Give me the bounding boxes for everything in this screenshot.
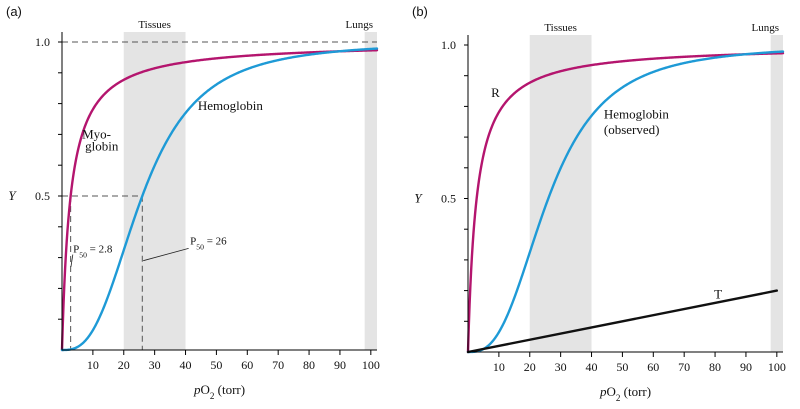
x-tick-label: 70 — [678, 360, 690, 374]
myoglobin-label-line1: Myo- — [82, 126, 111, 141]
x-tick-label: 80 — [303, 358, 315, 372]
band-lungs — [364, 32, 377, 350]
x-tick-label: 10 — [493, 360, 505, 374]
curve-t — [466, 289, 779, 354]
panel-b-curves — [466, 50, 785, 354]
panel-a-curves — [60, 47, 379, 352]
panel-a-label: (a) — [6, 4, 22, 19]
t-state-label: T — [714, 286, 722, 301]
panel-b: (b) Tissues Lungs 10 20 30 40 50 60 70 80 90 100 1.0… — [412, 4, 786, 403]
y-tick-label: 1.0 — [35, 35, 50, 49]
band-label-lungs: Lungs — [346, 19, 374, 31]
panel-a-labels: Tissues Lungs 10 20 30 40 50 60 70 80 90 100 1.0 0.5 Y… — [8, 19, 379, 401]
x-tick-label: 100 — [362, 358, 380, 372]
panel-b-axes — [464, 35, 783, 357]
x-tick-label: 60 — [647, 360, 659, 374]
band-label-lungs: Lungs — [752, 22, 780, 34]
x-tick-label: 100 — [768, 360, 786, 374]
x-tick-label: 20 — [118, 358, 130, 372]
panel-a: (a) Tissues Lungs 10 20 30 40 50 60 70 80 90 100 1.0… — [6, 4, 380, 401]
x-tick-label: 80 — [709, 360, 721, 374]
hemoglobin-observed-label-line1: Hemoglobin — [604, 107, 669, 122]
x-tick-label: 50 — [210, 358, 222, 372]
curve-hemoglobin — [60, 47, 379, 352]
band-label-tissues: Tissues — [544, 22, 577, 34]
x-tick-label: 30 — [555, 360, 567, 374]
x-tick-label: 50 — [616, 360, 628, 374]
band-tissues — [123, 32, 186, 350]
panel-b-label: (b) — [412, 4, 428, 19]
panel-a-bands — [123, 32, 377, 350]
x-axis-label: pO2 (torr) — [193, 382, 245, 401]
y-axis-label: Y — [8, 188, 17, 203]
x-tick-label: 10 — [87, 358, 99, 372]
hemoglobin-p50-leader — [143, 247, 189, 262]
band-tissues — [529, 35, 592, 352]
hemoglobin-label: Hemoglobin — [198, 98, 263, 113]
y-tick-label: 0.5 — [35, 189, 50, 203]
myoglobin-p50-leader — [70, 254, 74, 267]
x-tick-label: 40 — [586, 360, 598, 374]
x-tick-label: 30 — [149, 358, 161, 372]
myoglobin-label-line2: globin — [85, 139, 119, 154]
myoglobin-p50-annotation: P50 = 2.8 — [73, 243, 113, 258]
x-tick-label: 90 — [334, 358, 346, 372]
y-axis-label: Y — [414, 191, 423, 206]
y-tick-label: 1.0 — [441, 38, 456, 52]
curve-r — [466, 52, 785, 354]
x-tick-label: 20 — [524, 360, 536, 374]
hemoglobin-p50-annotation: P50 = 26 — [190, 236, 227, 252]
hemoglobin-observed-label-line2: (observed) — [604, 122, 660, 137]
r-state-label: R — [491, 85, 500, 100]
curve-hemoglobin — [466, 50, 785, 354]
y-tick-label: 0.5 — [441, 192, 456, 206]
x-tick-label: 60 — [241, 358, 253, 372]
x-axis-label: pO2 (torr) — [599, 384, 651, 403]
band-lungs — [770, 35, 783, 352]
curve-myoglobin — [60, 49, 379, 352]
band-label-tissues: Tissues — [138, 19, 171, 31]
x-tick-label: 90 — [740, 360, 752, 374]
panel-a-axes — [58, 32, 377, 355]
x-tick-label: 70 — [272, 358, 284, 372]
panel-b-labels: Tissues Lungs 10 20 30 40 50 60 70 80 90 100 1.0 0.5 Y… — [414, 22, 785, 403]
x-tick-label: 40 — [180, 358, 192, 372]
panel-b-bands — [529, 35, 783, 352]
